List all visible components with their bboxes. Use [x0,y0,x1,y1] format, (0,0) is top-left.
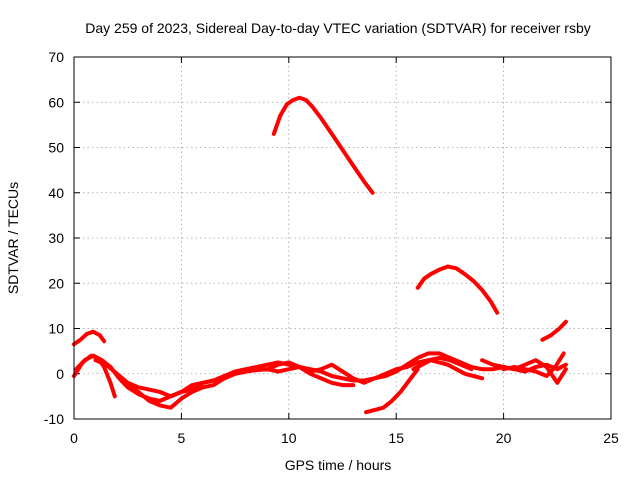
series-arc-mid-peak [415,264,500,315]
series-baseline-d [411,358,485,381]
x-tick-label: 15 [388,430,404,446]
x-tick-label: 0 [70,430,78,446]
x-tick-label: 10 [281,430,297,446]
series-baseline-b [93,355,474,399]
x-axis-label: GPS time / hours [285,457,392,473]
grid-layer [74,57,611,419]
series-arc-rise-from-low [364,367,420,415]
y-tick-label: 0 [56,366,64,382]
y-tick-label: 30 [48,230,64,246]
y-tick-label: 70 [48,49,64,65]
y-axis-label: SDTVAR / TECUs [5,182,21,294]
series-layer [72,95,568,415]
series-arc-early-bump [72,329,107,347]
series-baseline-c [125,360,356,410]
x-tick-label: 25 [603,430,619,446]
y-tick-label: 10 [48,321,64,337]
y-tick-label: 40 [48,185,64,201]
y-tick-label: -10 [44,411,64,427]
series-arc-high-peak [271,95,375,195]
series-baseline-e [480,358,568,385]
chart-title: Day 259 of 2023, Sidereal Day-to-day VTE… [85,20,591,36]
x-tick-label: 20 [496,430,512,446]
y-tick-label: 50 [48,140,64,156]
series-arc-late-rise [540,319,568,342]
series-baseline-f [501,351,566,378]
y-tick-label: 20 [48,275,64,291]
tick-layer: -10 0 10 20 30 40 50 60 70 0 5 10 15 20 25 [44,49,619,446]
plot-frame [73,56,612,420]
y-tick-label: 60 [48,94,64,110]
x-tick-label: 5 [178,430,186,446]
